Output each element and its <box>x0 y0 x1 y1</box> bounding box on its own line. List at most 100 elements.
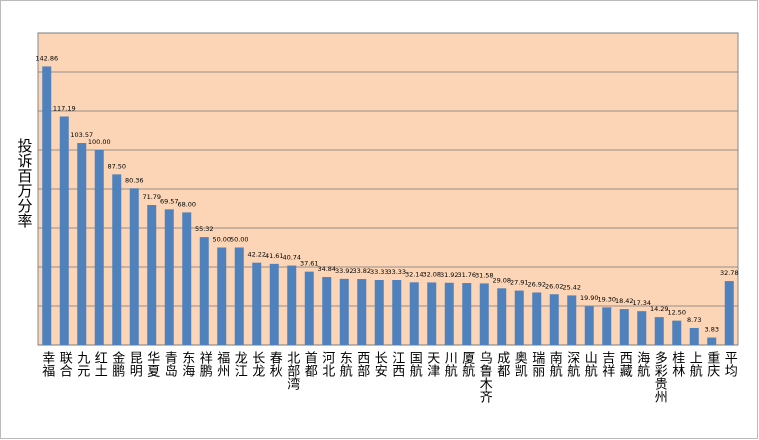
x-tick-label: 上航 <box>687 351 703 378</box>
value-label: 3.83 <box>705 326 719 334</box>
x-tick-label: 昆明 <box>127 351 142 378</box>
bar <box>602 307 612 345</box>
bar <box>234 247 244 345</box>
value-label: 19.90 <box>580 294 599 302</box>
x-tick-label: 金鹏 <box>109 350 125 378</box>
bar <box>322 277 332 345</box>
x-tick-label: 平均 <box>722 351 738 377</box>
x-tick-label: 桂林 <box>669 351 685 377</box>
value-label: 29.08 <box>492 276 511 284</box>
value-label: 71.79 <box>142 193 161 201</box>
value-label: 40.74 <box>282 254 301 262</box>
bar <box>479 283 489 345</box>
bar <box>549 294 559 345</box>
value-label: 142.86 <box>35 54 58 62</box>
value-label: 25.42 <box>562 283 581 291</box>
x-tick-label: 华夏 <box>144 351 160 377</box>
value-label: 19.30 <box>597 295 616 303</box>
bar <box>182 212 192 345</box>
x-tick-label: 川航 <box>442 351 458 378</box>
bar <box>357 279 367 345</box>
bar <box>462 283 472 345</box>
x-tick-label: 福州 <box>214 351 230 377</box>
x-tick-label: 厦航 <box>459 351 475 378</box>
value-label: 33.82 <box>352 267 371 275</box>
value-label: 87.50 <box>107 162 126 170</box>
x-tick-label: 长安 <box>372 351 388 377</box>
bar <box>112 174 122 345</box>
x-tick-label: 深航 <box>564 351 580 378</box>
bar <box>94 150 104 345</box>
x-tick-label: 西藏 <box>617 351 633 377</box>
value-label: 33.33 <box>387 268 406 276</box>
x-tick-label: 青岛 <box>162 351 178 377</box>
x-tick-label: 乌鲁木齐 <box>477 350 493 403</box>
bar <box>59 116 69 346</box>
x-tick-label: 祥鹏 <box>197 351 213 378</box>
value-label: 69.57 <box>160 197 179 205</box>
y-axis-label: 投诉百万分率 <box>16 138 34 228</box>
value-label: 37.61 <box>300 260 319 268</box>
x-tick-label: 龙江 <box>232 351 248 377</box>
value-label: 32.08 <box>422 270 441 278</box>
value-label: 12.50 <box>667 309 686 317</box>
bar <box>497 288 507 345</box>
bar <box>147 205 157 345</box>
x-tick-label: 长龙 <box>249 351 265 378</box>
value-label: 80.36 <box>125 176 144 184</box>
value-label: 117.19 <box>53 104 76 112</box>
x-tick-label: 河北 <box>319 351 335 378</box>
bar <box>584 306 594 345</box>
value-label: 55.32 <box>195 225 214 233</box>
value-label: 100.00 <box>88 138 111 146</box>
value-label: 33.33 <box>370 268 389 276</box>
bar <box>689 327 699 345</box>
x-tick-label: 吉祥 <box>599 351 615 377</box>
bar <box>654 317 664 345</box>
x-tick-label: 多彩贵州 <box>652 350 668 403</box>
bar <box>374 280 384 345</box>
x-tick-label: 奥凯 <box>512 351 528 377</box>
x-tick-label: 幸福 <box>39 351 55 377</box>
x-tick-label: 九元 <box>74 351 90 378</box>
value-label: 50.00 <box>230 236 249 244</box>
bar <box>619 309 629 345</box>
bar <box>532 292 542 345</box>
value-label: 32.14 <box>405 270 424 278</box>
x-tick-label: 国航 <box>407 351 423 378</box>
x-tick-label: 首都 <box>302 351 318 377</box>
value-label: 68.00 <box>177 200 196 208</box>
x-tick-label: 东海 <box>179 351 195 377</box>
value-label: 27.91 <box>510 279 529 287</box>
bar <box>339 278 349 345</box>
x-tick-label: 西部 <box>354 351 370 377</box>
value-label: 31.92 <box>440 271 459 279</box>
bar <box>724 281 734 345</box>
bar <box>77 143 87 345</box>
bar <box>287 265 297 345</box>
value-label: 8.73 <box>687 316 701 324</box>
x-tick-label: 江西 <box>389 351 405 377</box>
bar <box>427 282 437 345</box>
bar <box>217 247 227 345</box>
x-tick-label: 重庆 <box>704 350 720 377</box>
value-label: 14.29 <box>650 305 669 313</box>
bar <box>269 263 279 345</box>
bar <box>672 320 682 345</box>
bar <box>409 282 419 345</box>
value-label: 26.02 <box>545 282 564 290</box>
x-tick-label: 天津 <box>424 351 440 377</box>
x-tick-label: 瑞丽 <box>529 351 545 377</box>
x-tick-label: 东航 <box>337 351 353 378</box>
x-tick-label: 联合 <box>57 351 73 377</box>
x-tick-label: 海航 <box>634 351 650 378</box>
value-label: 31.76 <box>457 271 476 279</box>
value-label: 41.61 <box>265 252 284 260</box>
value-label: 17.34 <box>632 299 651 307</box>
bar <box>199 237 209 345</box>
value-label: 31.58 <box>475 271 494 279</box>
x-tick-label: 成都 <box>494 351 510 377</box>
bar <box>637 311 647 345</box>
value-label: 18.42 <box>615 297 634 305</box>
bar <box>392 280 402 345</box>
